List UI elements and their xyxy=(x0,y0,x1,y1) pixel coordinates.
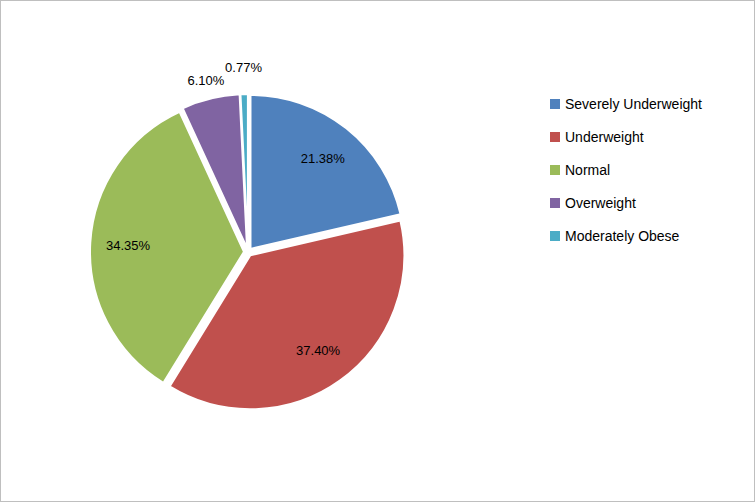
pie xyxy=(90,94,404,409)
chart: 21.38% 37.40% 34.35% 6.10%0.77% Severely Und… xyxy=(0,0,755,502)
data-labels: 21.38% 37.40% 34.35% 6.10%0.77% xyxy=(106,60,345,357)
legend-swatch xyxy=(550,132,560,142)
data-label: 6.10% xyxy=(187,73,224,88)
legend-swatch xyxy=(550,165,560,175)
legend-label: Underweight xyxy=(565,129,644,145)
legend-swatch xyxy=(550,99,560,109)
pie-slice xyxy=(183,94,247,248)
data-label: 0.77% xyxy=(225,60,262,75)
legend-label: Moderately Obese xyxy=(565,228,680,244)
legend-label: Severely Underweight xyxy=(565,96,702,112)
pie-slice xyxy=(240,94,247,248)
chart-frame xyxy=(1,1,755,502)
legend-label: Normal xyxy=(565,162,610,178)
data-label: 21.38% xyxy=(301,151,346,166)
legend: Severely Underweight Underweight Normal Ove… xyxy=(550,96,702,244)
legend-swatch xyxy=(550,231,560,241)
legend-label: Overweight xyxy=(565,195,636,211)
data-label: 34.35% xyxy=(106,238,151,253)
legend-swatch xyxy=(550,198,560,208)
data-label: 37.40% xyxy=(296,343,341,358)
